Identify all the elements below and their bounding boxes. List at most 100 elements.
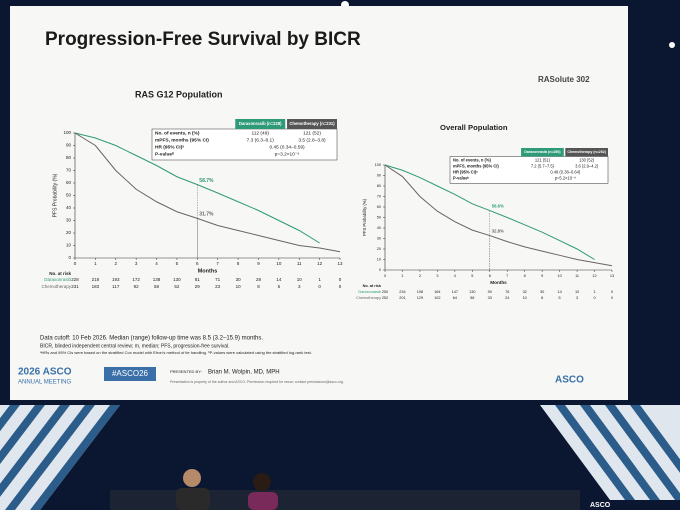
x-tick-label: 0 — [74, 261, 77, 266]
risk-count: 92 — [134, 284, 140, 289]
x-tick-label: 5 — [471, 274, 473, 278]
chart-title: Overall Population — [440, 123, 508, 132]
risk-row-label: Chemotherapy — [356, 296, 381, 300]
hashtag: #ASCO26 — [112, 369, 149, 378]
x-tick-label: 10 — [276, 261, 282, 266]
meeting: 2026 ASCO — [18, 367, 72, 378]
presenter: Brian M. Wolpin, MD, MPH — [208, 370, 280, 376]
x-tick-label: 4 — [155, 261, 158, 266]
annotation-label: 56.6% — [492, 204, 504, 209]
y-tick-label: 100 — [63, 130, 71, 135]
stats-cell: p=5.2×10⁻⁸ — [555, 175, 576, 180]
risk-count: 32 — [523, 290, 527, 294]
x-tick-label: 12 — [592, 274, 596, 278]
stats-cell: 130 (52) — [579, 158, 595, 163]
x-tick-label: 8 — [524, 274, 526, 278]
stats-row-label: P-valueᵇ — [453, 175, 470, 180]
x-tick-label: 11 — [575, 274, 579, 278]
footnote: BICR, blinded independent central review… — [40, 343, 230, 349]
x-axis-label: Months — [490, 280, 507, 285]
ceiling-light — [669, 42, 675, 48]
x-tick-label: 7 — [506, 274, 508, 278]
risk-count: 10 — [297, 277, 303, 282]
y-tick-label: 20 — [377, 247, 381, 251]
stats-row-label: mPFS, months (95% CI) — [453, 164, 499, 169]
risk-count: 138 — [153, 277, 161, 282]
stats-header: Chemotherapy (n=231) — [289, 121, 335, 126]
y-tick-label: 40 — [66, 205, 72, 210]
risk-count: 228 — [71, 277, 79, 282]
risk-count: 58 — [154, 284, 160, 289]
risk-count: 23 — [215, 284, 221, 289]
risk-count: 14 — [557, 290, 562, 294]
risk-count: 71 — [215, 277, 221, 282]
risk-count: 64 — [453, 296, 458, 300]
x-tick-label: 2 — [115, 261, 118, 266]
x-tick-label: 13 — [337, 261, 343, 266]
y-tick-label: 90 — [66, 143, 72, 148]
risk-count: 172 — [132, 277, 140, 282]
chart-title: RAS G12 Population — [135, 89, 223, 99]
stats-row-label: HR (95% CI)ᵃ — [453, 169, 478, 174]
risk-count: 231 — [71, 284, 79, 289]
stats-row-label: No. of events, n (%) — [155, 130, 200, 136]
risk-label: No. at risk — [363, 284, 382, 288]
x-tick-label: 0 — [384, 274, 386, 278]
risk-count: 164 — [434, 290, 441, 294]
risk-count: 29 — [195, 284, 201, 289]
x-tick-label: 11 — [297, 261, 302, 266]
risk-count: 201 — [399, 296, 405, 300]
stage-sign: ASCO — [590, 502, 611, 509]
stats-cell: 0.49 (0.38–0.64) — [550, 169, 581, 174]
stats-cell: 7.3 (6.3–8.1) — [247, 137, 275, 143]
y-axis-label: PFS Probability (%) — [362, 198, 367, 236]
x-tick-label: 12 — [317, 261, 323, 266]
stats-cell: 121 (52) — [303, 130, 321, 136]
risk-count: 10 — [523, 296, 527, 300]
stats-header: Daraxonrasib (n=250) — [524, 150, 561, 154]
risk-count: 3 — [576, 296, 578, 300]
y-tick-label: 60 — [66, 180, 72, 185]
stats-cell: 3.5 (2.8–3.8) — [298, 137, 326, 143]
risk-count: 129 — [417, 296, 423, 300]
risk-count: 8 — [541, 296, 543, 300]
x-tick-label: 13 — [610, 274, 614, 278]
risk-count: 24 — [505, 296, 510, 300]
y-tick-label: 50 — [66, 193, 72, 198]
slide — [10, 6, 628, 400]
risk-count: 0 — [339, 284, 342, 289]
risk-count: 10 — [236, 284, 242, 289]
panelist — [248, 473, 278, 510]
risk-count: 30 — [236, 277, 242, 282]
org-logo: ASCO — [555, 375, 584, 386]
y-tick-label: 30 — [66, 218, 72, 223]
x-tick-label: 1 — [94, 261, 97, 266]
x-tick-label: 3 — [436, 274, 438, 278]
risk-count: 183 — [92, 284, 100, 289]
risk-count: 3 — [298, 284, 301, 289]
risk-row-label: Daraxonrasib — [44, 277, 71, 282]
x-tick-label: 4 — [454, 274, 457, 278]
panel-table — [110, 490, 580, 510]
risk-count: 0 — [611, 296, 613, 300]
risk-label: No. at risk — [49, 271, 71, 276]
risk-count: 193 — [112, 277, 120, 282]
risk-count: 28 — [256, 277, 262, 282]
stats-box — [151, 128, 338, 161]
footnote: ᵃHRs and 95% CIs were based on the strat… — [40, 350, 312, 355]
risk-count: 76 — [505, 290, 509, 294]
presenter-label: PRESENTED BY: — [170, 369, 202, 374]
x-tick-label: 6 — [196, 261, 199, 266]
risk-count: 52 — [174, 284, 180, 289]
y-tick-label: 70 — [66, 168, 72, 173]
y-tick-label: 60 — [377, 205, 381, 209]
slide-title: Progression-Free Survival by BICR — [45, 29, 361, 50]
y-tick-label: 30 — [377, 237, 381, 241]
stats-row-label: mPFS, months (95% CI) — [155, 137, 209, 143]
stats-row-label: HR (95% CI)ᵃ — [155, 144, 184, 150]
y-tick-label: 90 — [377, 174, 381, 178]
risk-count: 1 — [318, 277, 321, 282]
stats-cell: 121 (51) — [535, 158, 551, 163]
risk-count: 252 — [382, 296, 388, 300]
